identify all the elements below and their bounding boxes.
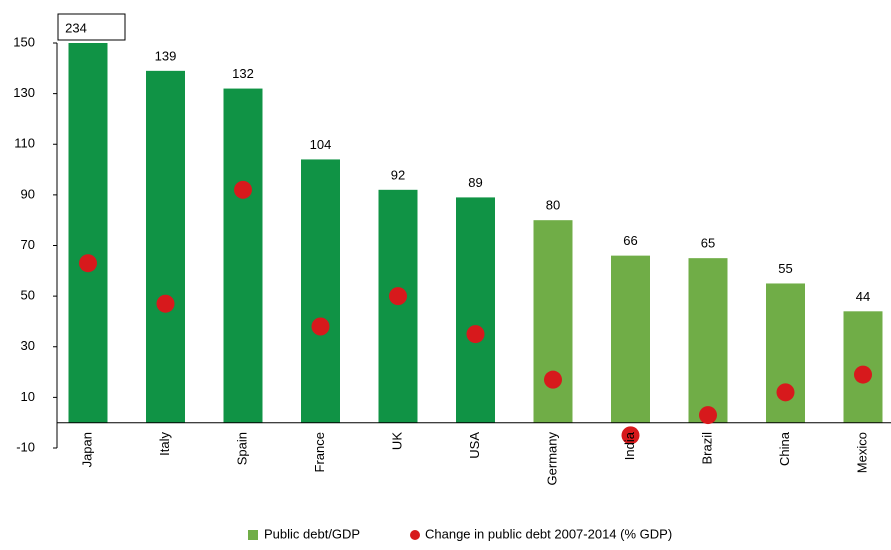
legend-swatch bbox=[410, 530, 420, 540]
y-tick-label: 70 bbox=[21, 237, 35, 252]
dot bbox=[156, 294, 175, 313]
bar bbox=[146, 70, 185, 423]
dot bbox=[854, 365, 872, 384]
value-label: 55 bbox=[778, 261, 792, 276]
x-tick-label: India bbox=[622, 431, 637, 460]
value-label: 234 bbox=[65, 20, 87, 35]
value-label: 65 bbox=[701, 236, 715, 251]
dot bbox=[389, 287, 407, 306]
dot bbox=[544, 370, 562, 389]
value-label: 139 bbox=[155, 48, 177, 63]
x-tick-label: Brazil bbox=[699, 432, 714, 465]
dot bbox=[234, 180, 252, 199]
bar bbox=[533, 220, 573, 423]
x-tick-label: Mexico bbox=[854, 432, 869, 473]
value-label: 44 bbox=[856, 289, 870, 304]
bar bbox=[378, 189, 418, 423]
dot bbox=[466, 325, 485, 344]
x-tick-label: Germany bbox=[544, 432, 559, 486]
bar bbox=[68, 43, 108, 423]
value-label: 66 bbox=[623, 233, 637, 248]
x-tick-label: Spain bbox=[234, 432, 249, 465]
y-tick-label: 150 bbox=[13, 34, 35, 49]
dot bbox=[776, 383, 795, 402]
bar bbox=[301, 159, 340, 423]
x-tick-label: China bbox=[777, 431, 792, 466]
x-tick-label: USA bbox=[467, 432, 482, 459]
y-tick-label: -10 bbox=[16, 439, 35, 454]
dot bbox=[621, 426, 640, 445]
value-label: 104 bbox=[310, 137, 332, 152]
bar bbox=[688, 258, 728, 423]
bar bbox=[456, 197, 495, 423]
bar bbox=[223, 88, 263, 423]
legend-label: Change in public debt 2007-2014 (% GDP) bbox=[425, 526, 672, 541]
y-tick-label: 50 bbox=[21, 288, 35, 303]
legend-swatch bbox=[248, 530, 258, 540]
dot bbox=[79, 254, 97, 273]
y-tick-label: 110 bbox=[14, 136, 35, 151]
y-tick-label: 30 bbox=[21, 338, 35, 353]
x-tick-label: Japan bbox=[79, 432, 94, 467]
x-tick-label: UK bbox=[389, 432, 404, 450]
value-label: 89 bbox=[468, 175, 482, 190]
value-label: 80 bbox=[546, 198, 560, 213]
bar bbox=[611, 255, 650, 423]
value-label: 132 bbox=[232, 66, 254, 81]
dot bbox=[311, 317, 330, 336]
plot-area bbox=[68, 43, 883, 423]
y-tick-label: 10 bbox=[21, 389, 35, 404]
legend-label: Public debt/GDP bbox=[264, 526, 360, 541]
x-tick-label: Italy bbox=[157, 432, 172, 456]
y-tick-label: 90 bbox=[21, 186, 35, 201]
y-tick-label: 130 bbox=[13, 85, 35, 100]
value-label: 92 bbox=[391, 167, 405, 182]
dot bbox=[699, 406, 717, 425]
bar bbox=[766, 283, 805, 423]
value-label-box bbox=[57, 13, 126, 41]
x-tick-label: France bbox=[312, 432, 327, 472]
